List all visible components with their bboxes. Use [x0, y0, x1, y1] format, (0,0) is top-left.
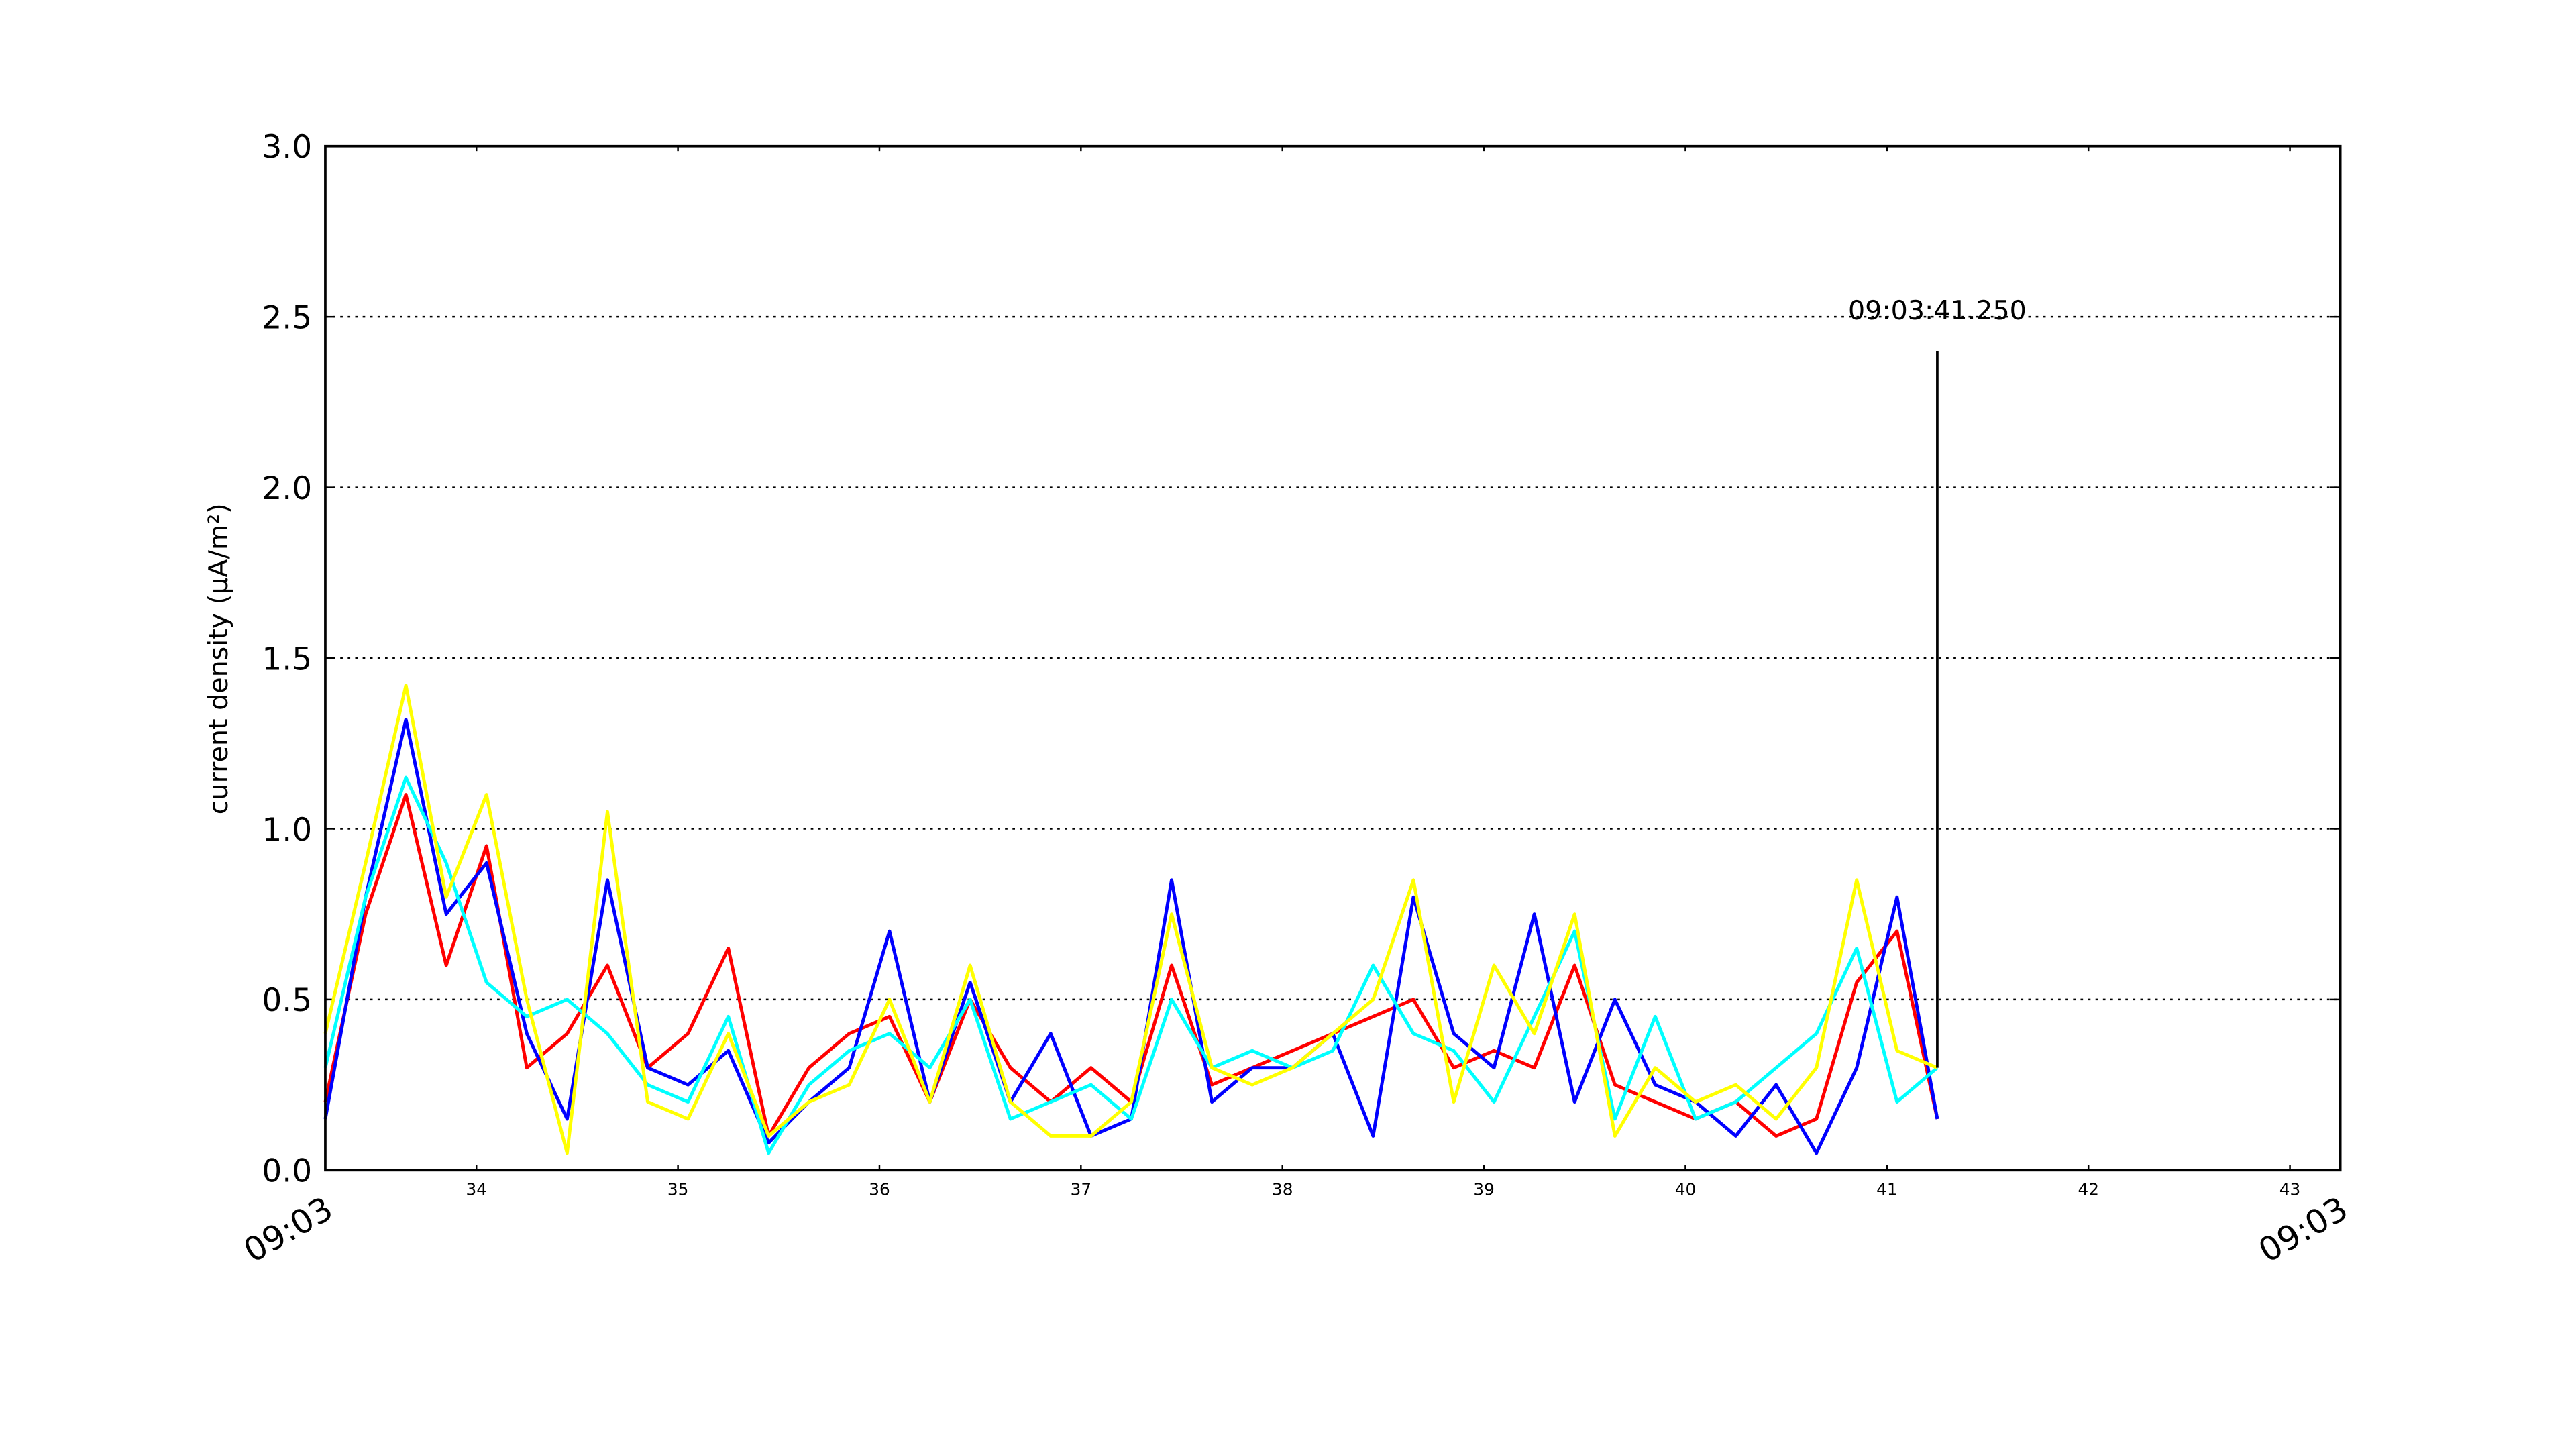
data-line	[323, 684, 1938, 1155]
y-tick-label: 2.5	[262, 299, 312, 336]
x-tick-label: 35	[667, 1179, 688, 1199]
data-line	[323, 775, 1939, 1155]
x-tick-label: 43	[2279, 1179, 2300, 1199]
x-tick-label: 37	[1071, 1179, 1091, 1199]
x-tick-label: 42	[2078, 1179, 2098, 1199]
x-tick-label: 41	[1876, 1179, 1897, 1199]
plot-frame	[324, 144, 2342, 1172]
y-tick-label: 2.0	[262, 470, 312, 507]
x-tick-label: 36	[869, 1179, 890, 1199]
x-tick-label: 40	[1675, 1179, 1696, 1199]
x-major-tick-label: 09:03	[2252, 1189, 2354, 1271]
annotation-label: 09:03:41.250	[1848, 295, 2027, 326]
y-axis-label: current density (μA/m²)	[203, 503, 234, 814]
data-line	[323, 718, 1939, 1155]
x-tick-label: 39	[1473, 1179, 1494, 1199]
y-tick-label: 1.0	[262, 812, 312, 849]
x-tick-label: 38	[1272, 1179, 1293, 1199]
data-line	[323, 793, 1939, 1138]
y-tick-label: 1.5	[262, 641, 312, 678]
x-tick-label: 34	[466, 1179, 486, 1199]
x-major-tick-label: 09:03	[237, 1189, 339, 1271]
y-tick-label: 0.5	[262, 982, 312, 1019]
y-tick-label: 0.0	[262, 1153, 312, 1190]
y-tick-label: 3.0	[262, 129, 312, 166]
